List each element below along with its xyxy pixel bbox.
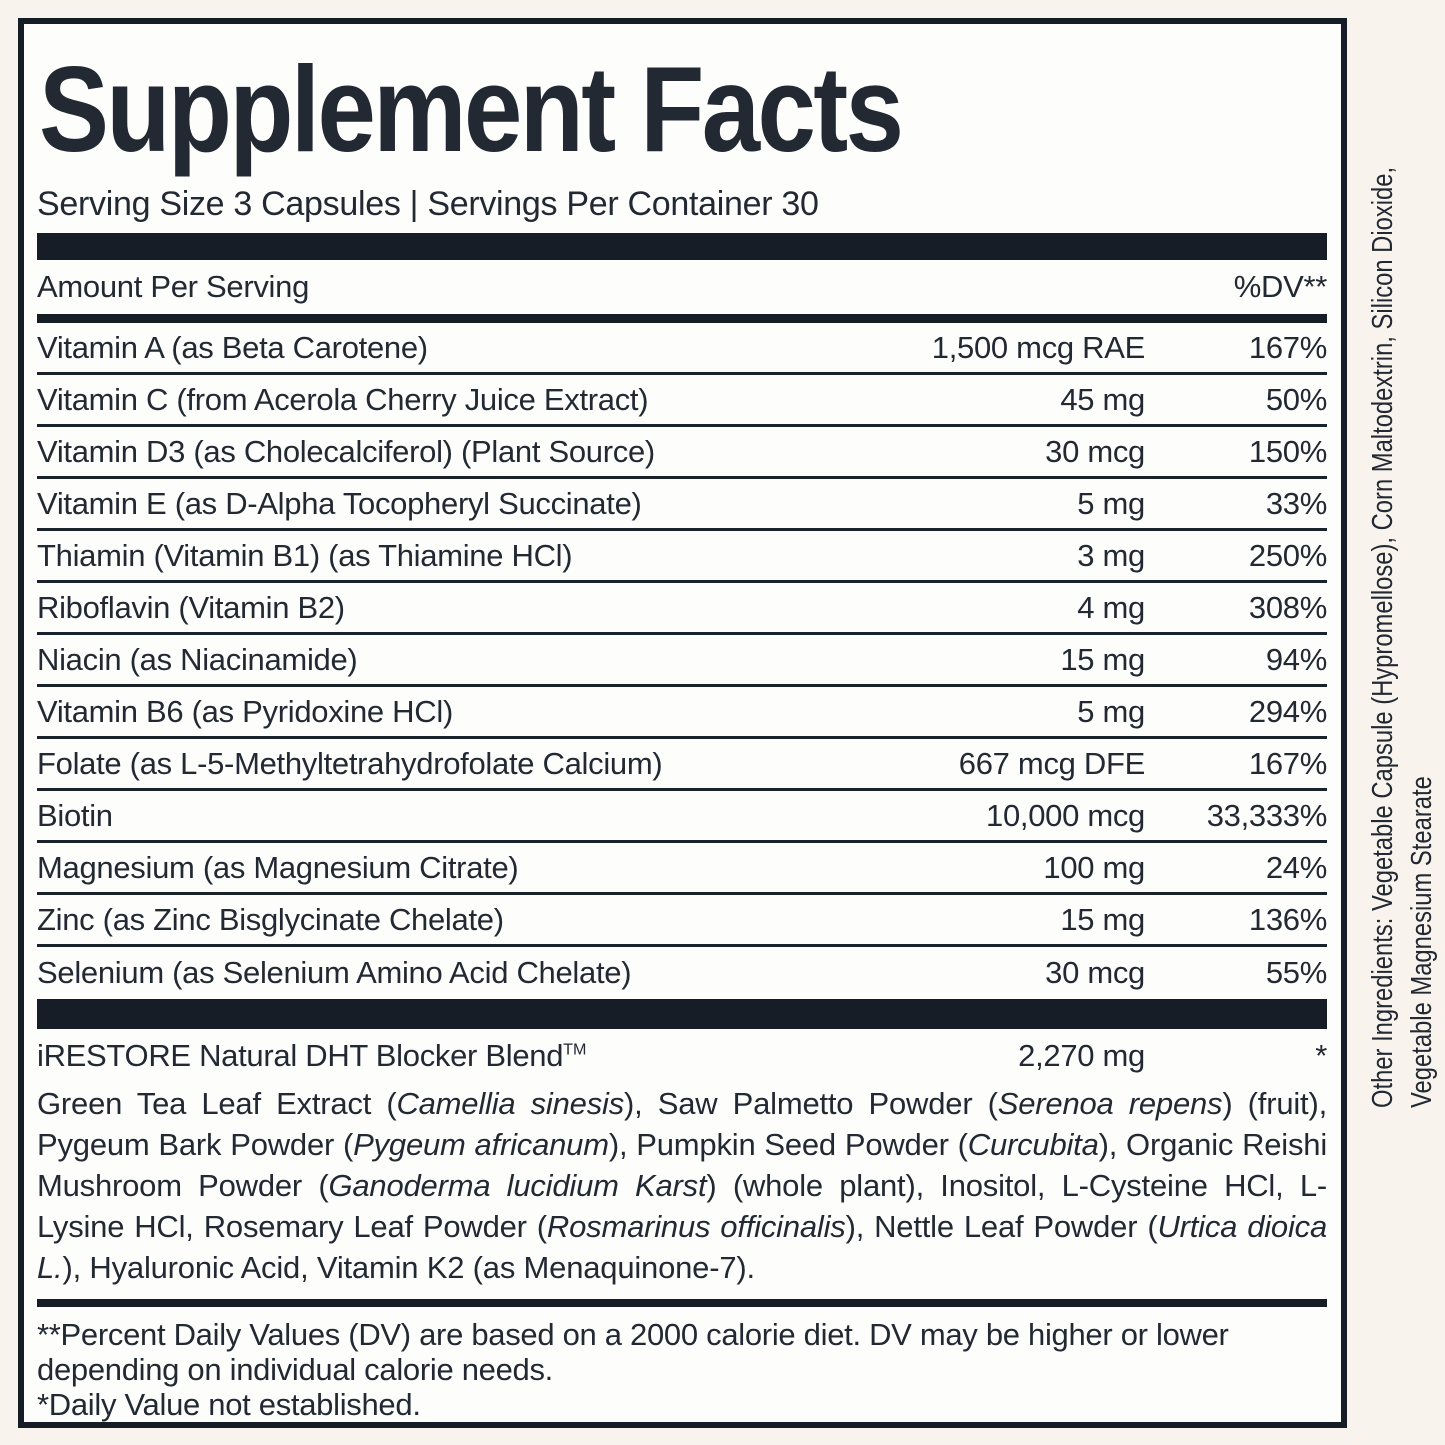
nutrient-row: Riboflavin (Vitamin B2) 4 mg 308%	[37, 583, 1327, 635]
nutrient-amount: 100 mg	[1043, 849, 1145, 885]
footnotes: **Percent Daily Values (DV) are based on…	[37, 1317, 1327, 1422]
nutrient-row: Vitamin A (as Beta Carotene) 1,500 mcg R…	[37, 323, 1327, 375]
blend-dv-asterisk: *	[1315, 1038, 1327, 1073]
nutrient-amount: 15 mg	[1060, 641, 1145, 677]
nutrient-row: Vitamin D3 (as Cholecalciferol) (Plant S…	[37, 427, 1327, 479]
nutrient-name: Magnesium (as Magnesium Citrate)	[37, 849, 519, 885]
nutrient-row: Magnesium (as Magnesium Citrate) 100 mg …	[37, 843, 1327, 895]
nutrient-name: Vitamin A (as Beta Carotene)	[37, 329, 428, 365]
other-ingredients-line-1: Other Ingredients: Vegetable Capsule (Hy…	[1367, 166, 1399, 1109]
nutrient-row: Biotin 10,000 mcg 33,333%	[37, 791, 1327, 843]
nutrient-row: Folate (as L-5-Methyltetrahydrofolate Ca…	[37, 739, 1327, 791]
other-ingredients-vertical-text: Other Ingredients: Vegetable Capsule (Hy…	[1364, 83, 1444, 1108]
nutrient-dv: 50%	[1265, 381, 1327, 417]
nutrient-name: Vitamin E (as D-Alpha Tocopheryl Succina…	[37, 485, 642, 521]
nutrient-amount: 1,500 mcg RAE	[931, 329, 1146, 365]
nutrient-name: Biotin	[37, 797, 113, 833]
nutrient-dv: 94%	[1265, 641, 1327, 677]
blend-divider-bar	[37, 999, 1327, 1029]
nutrient-dv: 308%	[1248, 589, 1327, 625]
nutrient-amount: 4 mg	[1077, 589, 1145, 625]
supplement-facts-panel: Supplement Facts Serving Size 3 Capsules…	[18, 18, 1347, 1428]
nutrient-dv: 167%	[1248, 745, 1327, 781]
nutrient-row: Thiamin (Vitamin B1) (as Thiamine HCl) 3…	[37, 531, 1327, 583]
nutrient-name: Thiamin (Vitamin B1) (as Thiamine HCl)	[37, 537, 573, 573]
header-rule	[37, 314, 1327, 323]
nutrient-dv: 136%	[1248, 901, 1327, 937]
nutrient-dv: 33%	[1265, 485, 1327, 521]
panel-title: Supplement Facts	[39, 41, 904, 177]
blend-description: Green Tea Leaf Extract (Camellia sinesis…	[37, 1086, 1327, 1285]
nutrient-dv: 33,333%	[1206, 797, 1328, 833]
serving-size-line: Serving Size 3 Capsules | Servings Per C…	[37, 185, 819, 223]
nutrient-amount: 15 mg	[1060, 901, 1145, 937]
nutrient-name: Vitamin B6 (as Pyridoxine HCl)	[37, 693, 453, 729]
other-ingredients-line-2: Vegetable Magnesium Stearate	[1406, 776, 1438, 1108]
nutrient-table: Vitamin A (as Beta Carotene) 1,500 mcg R…	[37, 323, 1327, 999]
nutrient-amount: 30 mcg	[1045, 955, 1145, 990]
nutrient-dv: 167%	[1248, 329, 1327, 365]
nutrient-amount: 30 mcg	[1045, 433, 1145, 469]
top-divider-bar	[37, 233, 1327, 260]
nutrient-name: Riboflavin (Vitamin B2)	[37, 589, 345, 625]
nutrient-row: Selenium (as Selenium Amino Acid Chelate…	[37, 947, 1327, 999]
nutrient-dv: 24%	[1265, 849, 1327, 885]
trademark-symbol: TM	[563, 1040, 587, 1059]
nutrient-dv: 150%	[1248, 433, 1327, 469]
nutrient-row: Niacin (as Niacinamide) 15 mg 94%	[37, 635, 1327, 687]
blend-row: iRESTORE Natural DHT Blocker BlendTM 2,2…	[37, 1029, 1327, 1083]
nutrient-name: Zinc (as Zinc Bisglycinate Chelate)	[37, 901, 504, 937]
nutrient-amount: 5 mg	[1077, 485, 1145, 521]
nutrient-name: Folate (as L-5-Methyltetrahydrofolate Ca…	[37, 745, 663, 781]
daily-value-footnote: *Daily Value not established.	[37, 1387, 421, 1422]
nutrient-row: Vitamin B6 (as Pyridoxine HCl) 5 mg 294%	[37, 687, 1327, 739]
nutrient-name: Vitamin C (from Acerola Cherry Juice Ext…	[37, 381, 649, 417]
column-header-row: Amount Per Serving %DV**	[37, 260, 1327, 314]
amount-per-serving-label: Amount Per Serving	[37, 269, 310, 304]
blend-name: iRESTORE Natural DHT Blocker BlendTM	[37, 1038, 587, 1073]
blend-amount: 2,270 mg	[1018, 1038, 1145, 1073]
nutrient-amount: 3 mg	[1077, 537, 1145, 573]
nutrient-dv: 294%	[1248, 693, 1327, 729]
dv-footnote: **Percent Daily Values (DV) are based on…	[37, 1317, 1229, 1387]
nutrient-amount: 667 mcg DFE	[958, 745, 1146, 781]
nutrient-amount: 45 mg	[1060, 381, 1145, 417]
nutrient-row: Vitamin C (from Acerola Cherry Juice Ext…	[37, 375, 1327, 427]
nutrient-amount: 10,000 mcg	[986, 797, 1145, 833]
percent-dv-label: %DV**	[1233, 269, 1328, 304]
nutrient-name: Selenium (as Selenium Amino Acid Chelate…	[37, 955, 632, 990]
nutrient-row: Vitamin E (as D-Alpha Tocopheryl Succina…	[37, 479, 1327, 531]
nutrient-dv: 55%	[1265, 955, 1327, 990]
nutrient-dv: 250%	[1248, 537, 1327, 573]
nutrient-name: Vitamin D3 (as Cholecalciferol) (Plant S…	[37, 433, 655, 469]
footnote-rule	[37, 1299, 1327, 1307]
nutrient-row: Zinc (as Zinc Bisglycinate Chelate) 15 m…	[37, 895, 1327, 947]
nutrient-amount: 5 mg	[1077, 693, 1145, 729]
nutrient-name: Niacin (as Niacinamide)	[37, 641, 358, 677]
